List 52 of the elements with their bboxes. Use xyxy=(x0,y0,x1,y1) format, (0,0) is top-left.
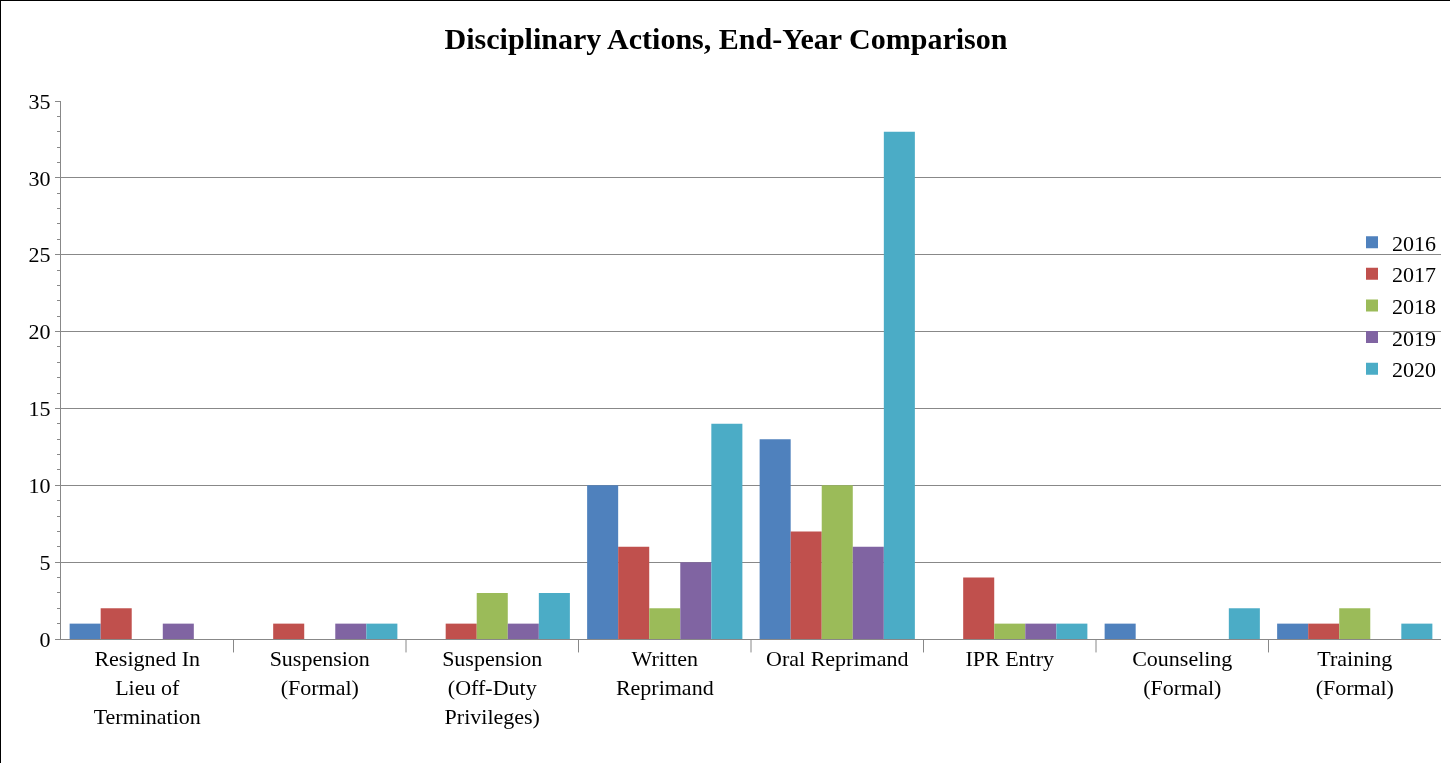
bar xyxy=(1401,623,1433,639)
bar xyxy=(1339,608,1371,639)
x-tick-label: Written Reprimand xyxy=(615,646,714,700)
bar xyxy=(711,423,743,639)
bar xyxy=(852,546,884,639)
legend-label: 2018 xyxy=(1392,294,1436,320)
bar xyxy=(821,485,853,639)
bar xyxy=(273,623,305,639)
bar xyxy=(759,439,791,639)
bar xyxy=(538,592,570,639)
bar xyxy=(680,562,712,639)
bar xyxy=(507,623,539,639)
legend-label: 2017 xyxy=(1392,262,1436,288)
bar xyxy=(69,623,101,639)
x-tick-label: Oral Reprimand xyxy=(766,646,909,672)
x-tick-label: Suspension (Off-Duty Privileges) xyxy=(442,646,543,729)
bar xyxy=(1277,623,1309,639)
bar xyxy=(1308,623,1340,639)
bar xyxy=(994,623,1026,639)
x-tick-label: Suspension (Formal) xyxy=(269,646,370,700)
y-tick-label: 30 xyxy=(28,165,51,191)
x-tick-label: Resigned In Lieu of Termination xyxy=(93,646,201,729)
y-tick-label: 35 xyxy=(28,88,51,114)
bar xyxy=(162,623,194,639)
x-tick-label: Training (Formal) xyxy=(1315,646,1394,700)
bar xyxy=(100,608,132,639)
bar xyxy=(1104,623,1136,639)
bar xyxy=(476,592,508,639)
bar xyxy=(1056,623,1088,639)
y-tick-label: 25 xyxy=(28,242,51,268)
legend-label: 2016 xyxy=(1392,230,1436,256)
bar xyxy=(366,623,398,639)
y-tick-label: 15 xyxy=(28,396,51,422)
bar xyxy=(335,623,367,639)
x-tick-label: IPR Entry xyxy=(965,646,1055,672)
y-tick-label: 0 xyxy=(39,626,51,652)
bar xyxy=(618,546,650,639)
bar xyxy=(963,577,995,639)
y-tick-label: 5 xyxy=(39,549,51,575)
legend-label: 2019 xyxy=(1392,325,1436,351)
bar xyxy=(587,485,619,639)
bar xyxy=(649,608,681,639)
y-tick-label: 10 xyxy=(28,472,51,498)
bar xyxy=(883,131,915,639)
legend-label: 2020 xyxy=(1392,357,1436,383)
bar xyxy=(1025,623,1057,639)
x-tick-label: Counseling (Formal) xyxy=(1132,646,1233,700)
bar xyxy=(1228,608,1260,639)
chart-title: Disciplinary Actions, End-Year Comparison xyxy=(444,21,1008,55)
bar xyxy=(445,623,477,639)
bar xyxy=(790,531,822,639)
y-tick-label: 20 xyxy=(28,319,51,345)
